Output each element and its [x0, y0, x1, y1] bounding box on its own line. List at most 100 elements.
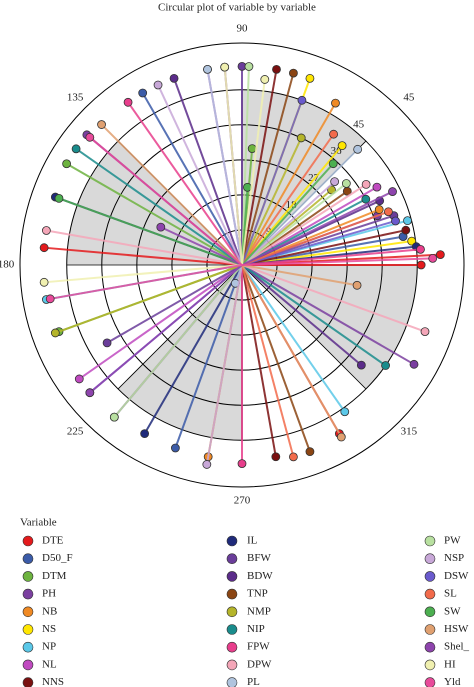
- ray: [223, 67, 243, 266]
- legend-marker: [226, 553, 238, 565]
- point: [102, 338, 112, 348]
- theta-tick-label: 180: [0, 259, 15, 271]
- ray: [89, 264, 243, 394]
- point: [381, 361, 390, 370]
- ray: [241, 163, 334, 266]
- legend-marker: [424, 606, 436, 618]
- ray: [241, 180, 336, 266]
- point: [244, 62, 254, 71]
- legend-marker: [22, 606, 34, 618]
- legend-marker: [424, 624, 436, 635]
- point: [391, 216, 400, 226]
- ray: [241, 264, 387, 367]
- point: [353, 144, 363, 154]
- legend-label: NSP: [444, 552, 464, 564]
- ray: [127, 101, 243, 266]
- legend-marker: [226, 606, 238, 618]
- legend-label: SL: [444, 588, 457, 600]
- point: [356, 360, 366, 370]
- point: [123, 97, 133, 107]
- point: [271, 452, 281, 462]
- ray: [241, 264, 362, 366]
- point: [296, 133, 306, 143]
- ray: [205, 264, 243, 465]
- legend-marker: [424, 535, 436, 547]
- ray: [106, 264, 243, 344]
- point: [85, 132, 95, 142]
- point: [420, 327, 430, 337]
- legend-label: SW: [444, 605, 461, 617]
- point: [39, 243, 49, 253]
- series: [123, 97, 425, 469]
- legend-label: DSW: [444, 570, 469, 582]
- point: [352, 280, 362, 290]
- legend-label: TNP: [247, 588, 268, 600]
- legend-marker: [22, 535, 34, 547]
- ray: [46, 229, 243, 266]
- ray: [241, 264, 295, 458]
- legend-marker: [226, 659, 238, 671]
- legend-marker: [226, 588, 238, 600]
- series: [41, 179, 430, 337]
- point: [340, 407, 350, 417]
- point: [109, 412, 119, 422]
- ray: [100, 123, 243, 266]
- point: [383, 207, 393, 217]
- point: [74, 374, 84, 384]
- point: [260, 75, 270, 84]
- point: [297, 95, 307, 105]
- legend-label: DPW: [247, 658, 272, 670]
- ray: [241, 264, 277, 457]
- ray: [241, 257, 433, 266]
- point: [341, 179, 351, 188]
- point: [336, 432, 346, 442]
- ray: [174, 264, 243, 449]
- legend-marker: [22, 641, 34, 653]
- ray: [66, 162, 243, 266]
- ray: [241, 220, 396, 266]
- ray: [241, 66, 250, 266]
- series: [241, 64, 411, 462]
- series: [85, 187, 397, 398]
- ray: [241, 248, 421, 266]
- legend-label: D50_F: [42, 552, 73, 564]
- series: [71, 144, 390, 370]
- point: [220, 62, 230, 72]
- theta-tick-label: 135: [67, 92, 84, 104]
- ray: [58, 197, 243, 266]
- theta-tick-label: 270: [234, 495, 251, 507]
- point: [305, 73, 315, 83]
- ray: [241, 69, 278, 266]
- point: [372, 182, 382, 192]
- ray: [160, 226, 243, 266]
- ray: [241, 182, 347, 266]
- legend-label: DTE: [42, 535, 64, 547]
- point: [138, 88, 148, 98]
- theta-tick-label: 90: [237, 23, 249, 35]
- legend-marker: [22, 624, 34, 635]
- point: [45, 294, 55, 304]
- point: [54, 193, 64, 203]
- legend-marker: [424, 588, 436, 600]
- point: [337, 141, 347, 151]
- ray: [157, 84, 243, 266]
- point: [272, 64, 281, 74]
- series: [203, 64, 363, 288]
- chart-title: Circular plot of variable by variable: [158, 2, 316, 14]
- point: [329, 129, 338, 139]
- legend-label: DTM: [42, 570, 67, 582]
- ray: [241, 183, 367, 266]
- point: [428, 253, 438, 263]
- point: [305, 447, 315, 457]
- ray: [143, 264, 243, 435]
- theta-tick-label: 225: [67, 425, 84, 437]
- point: [435, 250, 445, 260]
- legend-title: Variable: [20, 517, 57, 529]
- legend-marker: [22, 659, 34, 671]
- legend-label: HSW: [444, 623, 469, 635]
- point: [416, 260, 426, 270]
- legend-marker: [424, 659, 436, 671]
- shaded-sector: [118, 265, 242, 441]
- legend-marker: [22, 588, 34, 600]
